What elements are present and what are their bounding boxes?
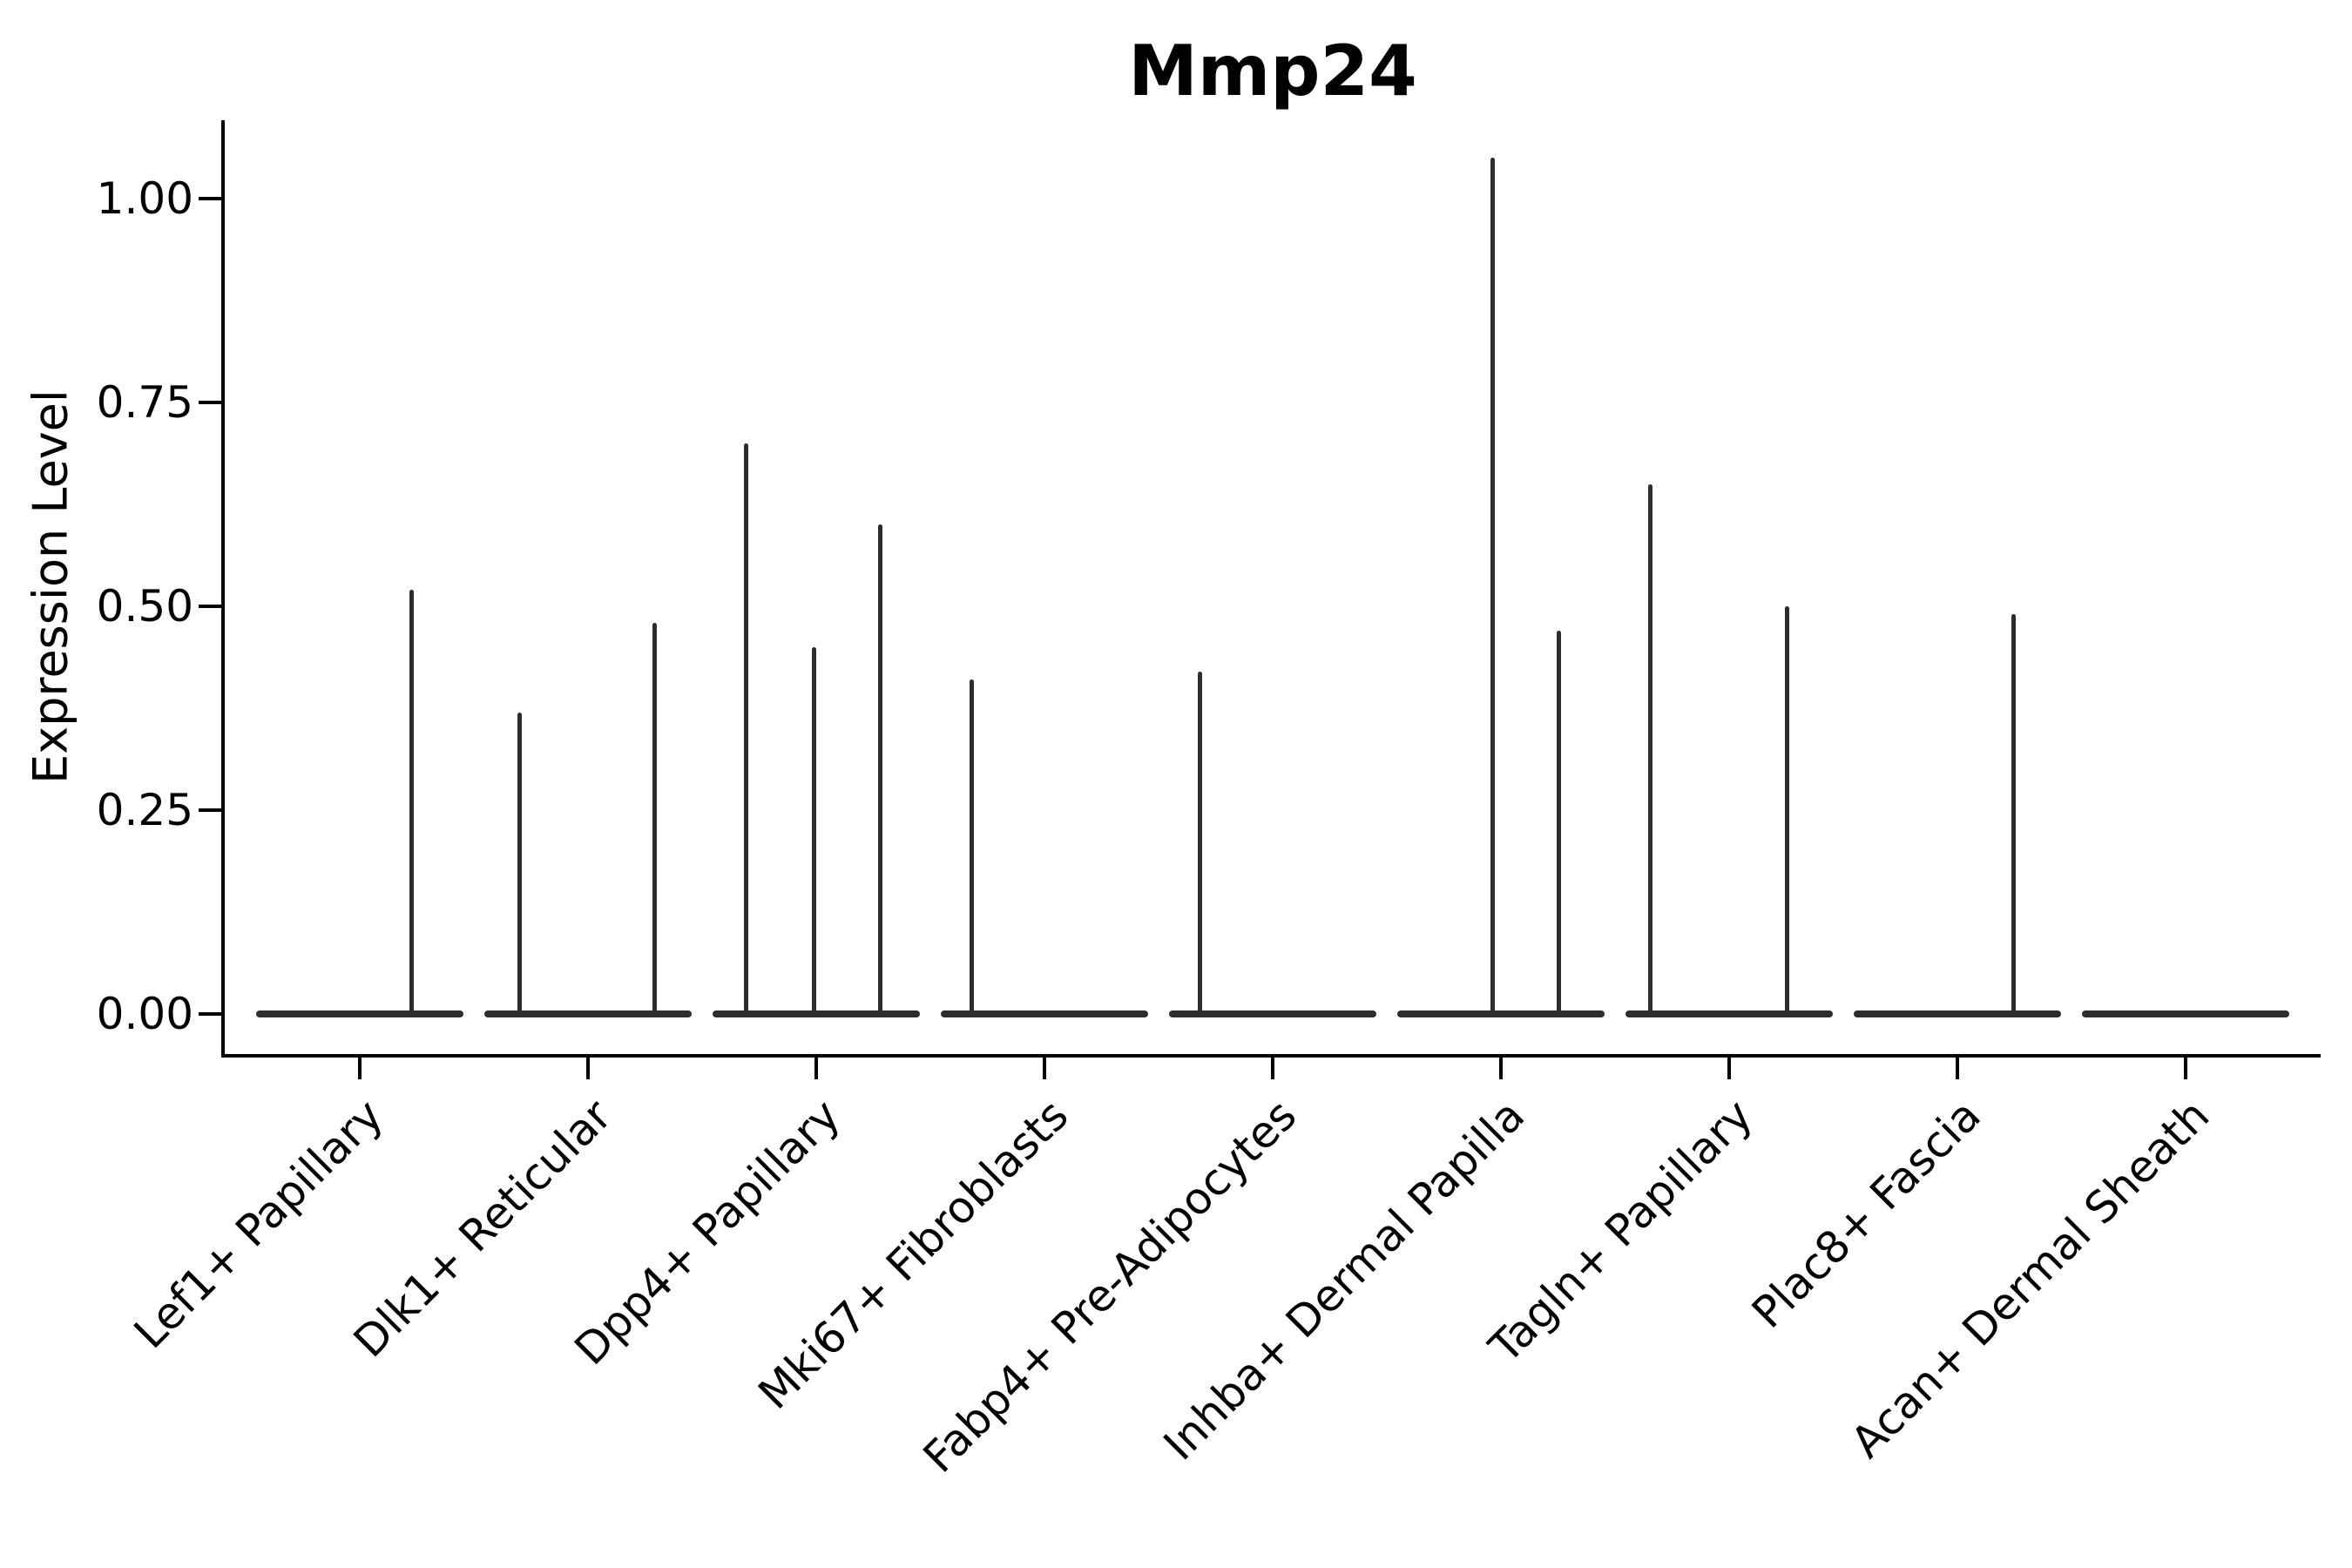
x-tick-mark [358, 1058, 362, 1079]
y-tick-mark [199, 197, 221, 200]
violin-baseline [256, 1010, 463, 1017]
y-tick-label: 0.25 [96, 785, 193, 835]
violin-spike [652, 622, 657, 1017]
violin-spike [1785, 606, 1790, 1017]
violin-spike [743, 443, 748, 1017]
y-axis-spine [221, 120, 225, 1054]
violin-spike [1648, 483, 1653, 1017]
x-tick-label: Dlk1+ Reticular [344, 1090, 622, 1368]
violin-spike [878, 524, 883, 1017]
x-axis-spine [221, 1054, 2321, 1058]
violin-spike [812, 646, 817, 1017]
x-tick-mark [1271, 1058, 1274, 1079]
violin-spike [1490, 158, 1495, 1017]
chart-title: Mmp24 [1128, 30, 1417, 112]
x-tick-mark [2184, 1058, 2187, 1079]
y-tick-mark [199, 605, 221, 608]
y-tick-label: 0.50 [96, 581, 193, 632]
violin-baseline [2082, 1010, 2289, 1017]
y-tick-label: 0.75 [96, 377, 193, 428]
y-tick-mark [199, 401, 221, 404]
violin-spike [970, 679, 975, 1017]
x-tick-mark [586, 1058, 590, 1079]
violin-spike [409, 590, 414, 1017]
y-tick-mark [199, 1012, 221, 1016]
violin-spike [1557, 631, 1562, 1017]
violin-spike [517, 712, 522, 1017]
x-tick-mark [1727, 1058, 1731, 1079]
x-tick-label: Plac8+ Fascia [1742, 1090, 1991, 1338]
violin-baseline [1854, 1010, 2061, 1017]
violin-spike [1198, 671, 1203, 1017]
x-tick-mark [1956, 1058, 1959, 1079]
x-tick-mark [814, 1058, 818, 1079]
violin-baseline [1169, 1010, 1376, 1017]
x-tick-mark [1499, 1058, 1503, 1079]
violin-baseline [1625, 1010, 1833, 1017]
violin-baseline [1397, 1010, 1605, 1017]
x-tick-mark [1043, 1058, 1046, 1079]
violin-baseline [484, 1010, 692, 1017]
violin-baseline [941, 1010, 1148, 1017]
x-tick-label: Lef1+ Papillary [125, 1090, 394, 1359]
y-tick-label: 0.00 [96, 989, 193, 1039]
x-tick-label: Fabp4+ Pre-Adipocytes [913, 1090, 1307, 1483]
y-tick-label: 1.00 [96, 173, 193, 224]
violin-spike [2011, 614, 2016, 1017]
y-tick-mark [199, 808, 221, 812]
